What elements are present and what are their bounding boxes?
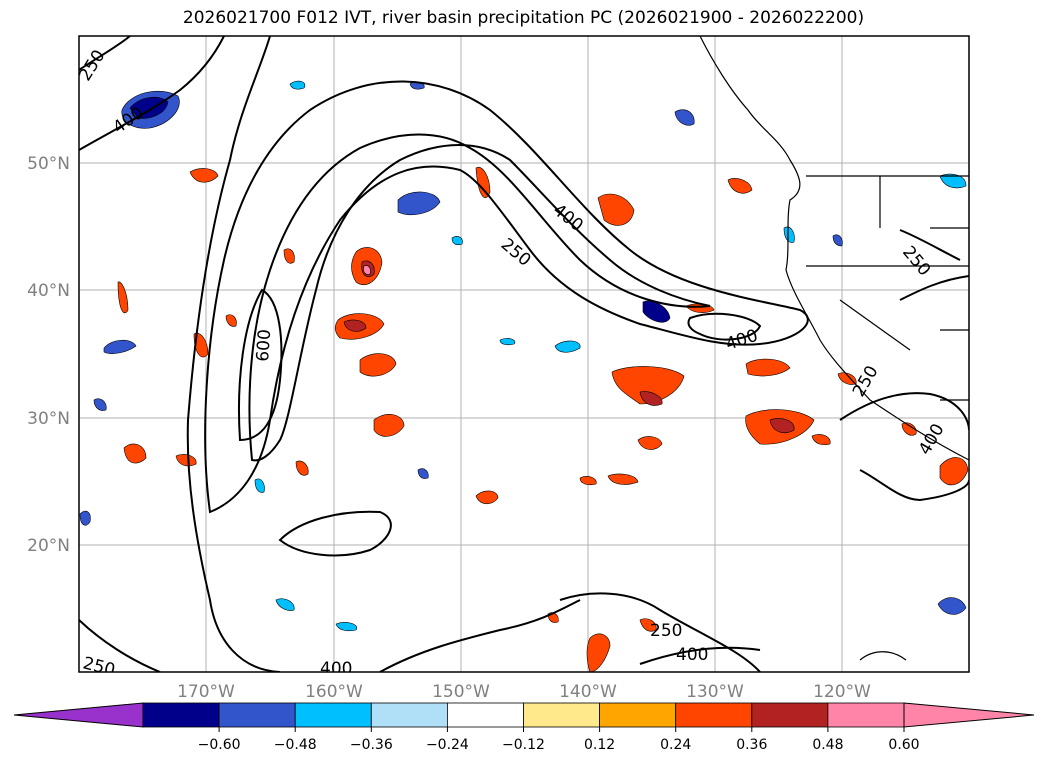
colorbar-bin — [218, 702, 296, 728]
lon-label: 120°W — [813, 682, 871, 702]
lat-label: 20°N — [27, 536, 70, 556]
lon-label: 130°W — [686, 682, 744, 702]
colorbar-tick-label: −0.48 — [274, 737, 317, 753]
colorbar-tick-label: 0.60 — [888, 737, 919, 753]
latitude-labels: 50°N 40°N 30°N 20°N — [27, 154, 70, 556]
map-area — [79, 36, 969, 672]
colorbar-under-extension — [13, 702, 144, 728]
colorbar-bin — [751, 702, 829, 728]
colorbar-tick-label: 0.12 — [584, 737, 615, 753]
colorbar-bin — [370, 702, 448, 728]
contour-label: 400 — [320, 659, 352, 679]
colorbar-tick-label: −0.12 — [502, 737, 545, 753]
lat-label: 40°N — [27, 281, 70, 301]
map-title: 2026021700 F012 IVT, river basin precipi… — [182, 8, 865, 28]
contour-label: 600 — [253, 329, 275, 363]
contour-label: 250 — [81, 653, 117, 680]
colorbar-bin — [446, 702, 524, 728]
longitude-labels: 170°W 160°W 150°W 140°W 130°W 120°W — [177, 682, 871, 702]
lon-label: 160°W — [305, 682, 363, 702]
colorbar-tick-label: 0.48 — [812, 737, 843, 753]
contour-label: 250 — [650, 621, 682, 641]
colorbar-bin — [599, 702, 677, 728]
colorbar: −0.60 −0.48 −0.36 −0.24 −0.12 0.12 0.24 0.36 0.4… — [13, 702, 1035, 753]
colorbar-bin — [142, 702, 220, 728]
lon-label: 140°W — [559, 682, 617, 702]
colorbar-tick-label: 0.36 — [736, 737, 767, 753]
positive-precip-areas — [117, 166, 969, 672]
colorbar-tick-label: −0.60 — [198, 737, 241, 753]
colorbar-bin — [675, 702, 753, 728]
lon-label: 150°W — [432, 682, 490, 702]
lat-label: 30°N — [27, 409, 70, 429]
colorbar-bin — [523, 702, 600, 728]
ivt-contours — [79, 36, 969, 672]
colorbar-tick-label: −0.24 — [426, 737, 469, 753]
colorbar-over-extension — [903, 702, 1035, 728]
colorbar-bin — [294, 702, 372, 728]
lat-label: 50°N — [27, 154, 70, 174]
lon-label: 170°W — [177, 682, 235, 702]
colorbar-tick-label: −0.36 — [350, 737, 393, 753]
coastlines — [699, 36, 969, 661]
colorbar-tick-label: 0.24 — [660, 737, 691, 753]
colorbar-bin — [827, 702, 905, 728]
map-frame — [78, 35, 970, 673]
contour-label: 400 — [676, 645, 708, 665]
